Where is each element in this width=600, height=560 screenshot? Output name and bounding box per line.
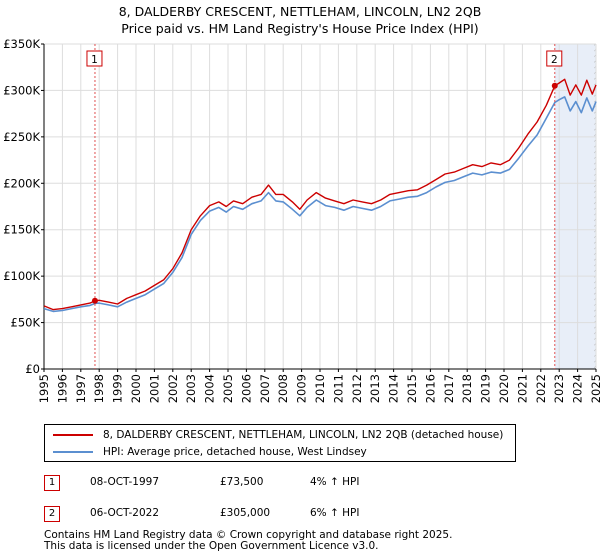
legend-blue-line-icon [53, 451, 93, 453]
x-tick-label: 2011 [331, 374, 345, 403]
y-tick-label: £300K [3, 83, 40, 97]
transaction-date: 06-OCT-2022 [90, 507, 159, 519]
transaction-price: £305,000 [220, 507, 271, 519]
x-tick-label: 2006 [239, 374, 253, 403]
transaction-badge: 2 [44, 506, 60, 522]
x-tick-label: 2024 [571, 374, 585, 403]
chart-title-line2: Price paid vs. HM Land Registry's House … [121, 21, 479, 36]
x-tick-label: 1996 [55, 374, 69, 403]
y-tick-label: £150K [3, 223, 40, 237]
footer-copyright: Contains HM Land Registry data © Crown c… [44, 529, 453, 541]
hpi-line [43, 96, 597, 313]
y-tick-label: £350K [3, 37, 40, 51]
x-tick-label: 2001 [147, 374, 161, 403]
x-tick-label: 1999 [111, 374, 125, 403]
y-tick-label: £50K [11, 316, 41, 330]
transaction-date: 08-OCT-1997 [90, 476, 159, 488]
x-tick-label: 2020 [497, 374, 511, 403]
x-tick-label: 2003 [184, 374, 198, 403]
sale-marker-label: 2 [551, 54, 558, 66]
x-tick-label: 2008 [276, 374, 290, 403]
sale-marker-box [546, 50, 563, 67]
transaction-badge: 1 [44, 475, 60, 491]
x-tick-label: 2014 [387, 374, 401, 403]
x-tick-label: 2009 [295, 374, 309, 403]
x-tick-label: 2000 [129, 374, 143, 403]
legend-hpi-label: HPI: Average price, detached house, West… [103, 446, 367, 458]
legend-property-label: 8, DALDERBY CRESCENT, NETTLEHAM, LINCOLN… [103, 429, 504, 441]
legend-item-property: 8, DALDERBY CRESCENT, NETTLEHAM, LINCOLN… [53, 427, 503, 443]
legend: 8, DALDERBY CRESCENT, NETTLEHAM, LINCOLN… [44, 424, 516, 462]
sale-marker-label: 1 [91, 54, 98, 66]
sale-point [551, 82, 558, 89]
x-tick-label: 2022 [534, 374, 548, 403]
x-tick-label: 1997 [74, 374, 88, 403]
forecast-hatch [594, 44, 596, 369]
transaction-price: £73,500 [220, 476, 264, 488]
legend-red-line-icon [53, 434, 93, 436]
x-tick-label: 2002 [166, 374, 180, 403]
x-tick-label: 2025 [589, 374, 600, 403]
x-tick-label: 2007 [258, 374, 272, 403]
x-tick-label: 2013 [368, 374, 382, 403]
y-tick-label: £0 [25, 362, 40, 376]
price-chart: £0 £50K £100K £150K £200K £250K £300K £350K 1995… [3, 37, 600, 403]
chart-title-line1: 8, DALDERBY CRESCENT, NETTLEHAM, LINCOLN… [118, 4, 482, 19]
x-tick-label: 2012 [350, 374, 364, 403]
x-tick-label: 2021 [515, 374, 529, 403]
transaction-hpi: 4% ↑ HPI [310, 476, 360, 488]
transaction-hpi: 6% ↑ HPI [310, 507, 360, 519]
x-tick-label: 2016 [423, 374, 437, 403]
x-tick-label: 2017 [442, 374, 456, 403]
sale-point [91, 297, 98, 304]
post-sale-shade [554, 44, 596, 369]
x-tick-label: 2015 [405, 374, 419, 403]
x-tick-label: 2005 [221, 374, 235, 403]
legend-item-hpi: HPI: Average price, detached house, West… [53, 444, 367, 460]
footer-licence: This data is licensed under the Open Gov… [44, 540, 379, 552]
y-tick-label: £200K [3, 176, 40, 190]
x-tick-label: 2018 [460, 374, 474, 403]
x-tick-label: 2023 [552, 374, 566, 403]
y-tick-label: £250K [3, 130, 40, 144]
x-tick-label: 2004 [203, 374, 217, 403]
y-tick-label: £100K [3, 269, 40, 283]
x-tick-label: 2010 [313, 374, 327, 403]
property-price-line [43, 78, 597, 311]
x-tick-label: 2019 [479, 374, 493, 403]
x-tick-label: 1995 [37, 374, 51, 403]
x-tick-label: 1998 [92, 374, 106, 403]
footer: Contains HM Land Registry data © Crown c… [44, 530, 452, 552]
sale-marker-box [86, 50, 103, 67]
